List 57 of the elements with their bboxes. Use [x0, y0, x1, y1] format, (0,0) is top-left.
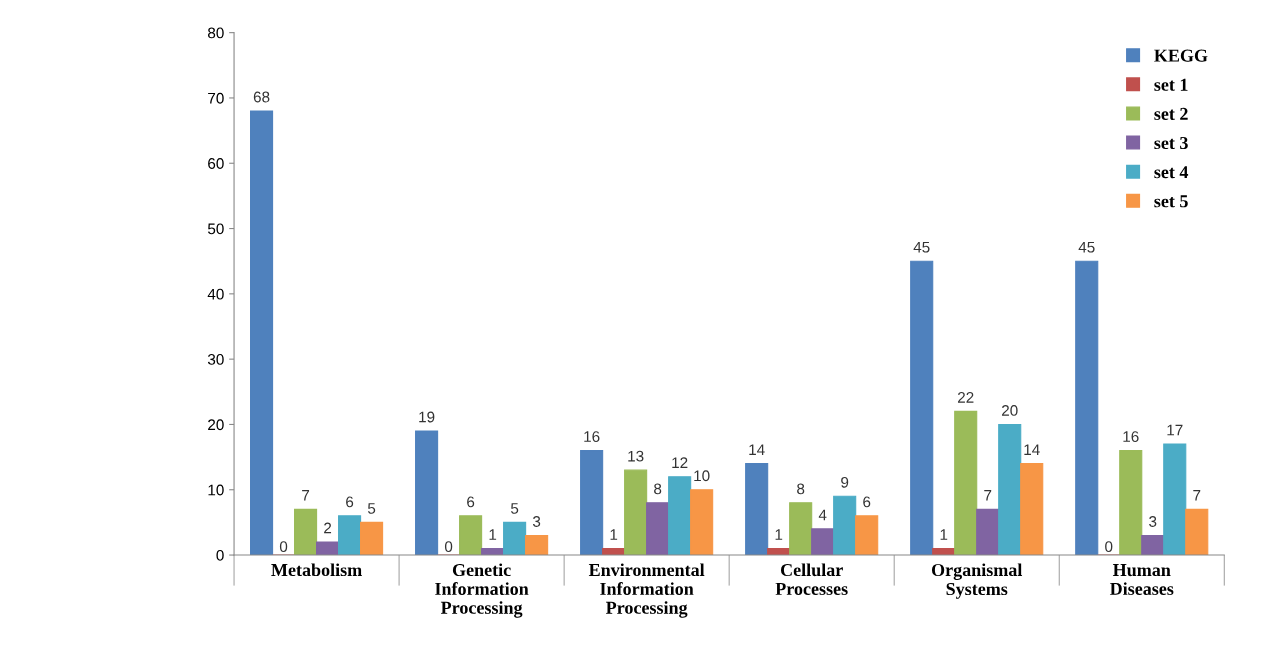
y-tick-label: 30 — [207, 354, 224, 365]
data-label: 20 — [1002, 405, 1018, 416]
data-label: 10 — [694, 470, 710, 482]
data-label: 0 — [444, 541, 453, 553]
data-label: 0 — [279, 541, 288, 553]
data-label: 16 — [584, 431, 600, 442]
data-label: 3 — [532, 516, 541, 527]
x-tick-label: Metabolism — [271, 563, 362, 577]
y-tick-label: 10 — [208, 484, 224, 496]
data-label: 1 — [775, 529, 783, 540]
data-label: 8 — [797, 483, 805, 495]
data-label: 16 — [1123, 431, 1139, 442]
data-label: 3 — [1149, 516, 1157, 527]
data-label: 45 — [913, 241, 930, 253]
legend-label: set 2 — [1154, 107, 1188, 120]
data-label: 6 — [467, 496, 475, 508]
data-label: 8 — [654, 483, 662, 495]
legend-label: set 3 — [1154, 136, 1188, 150]
data-label: 13 — [628, 450, 644, 462]
data-label: 9 — [841, 476, 849, 488]
data-label: 7 — [984, 490, 992, 501]
y-tick-label: 40 — [207, 288, 224, 300]
legend-label: KEGG — [1154, 49, 1208, 62]
data-label: 4 — [818, 509, 827, 521]
data-label: 1 — [610, 529, 618, 540]
data-label: 1 — [940, 529, 948, 540]
y-tick-label: 50 — [207, 223, 224, 235]
data-label: 0 — [1105, 541, 1113, 553]
data-label: 17 — [1167, 424, 1183, 436]
x-tick-label: Organismal Systems — [931, 563, 1023, 599]
data-label: 5 — [367, 503, 376, 514]
legend-label: set 1 — [1154, 78, 1188, 91]
data-label: 2 — [324, 522, 332, 534]
data-label: 45 — [1078, 241, 1095, 253]
y-tick-label: 80 — [208, 27, 224, 39]
data-label: 5 — [510, 503, 519, 514]
data-label: 14 — [749, 444, 765, 455]
data-label: 1 — [489, 529, 497, 540]
x-tick-label: Cellular Processes — [775, 563, 848, 595]
data-label: 14 — [1024, 444, 1040, 455]
data-label: 6 — [863, 496, 871, 508]
x-tick-label: Genetic Information Processing — [435, 563, 529, 618]
data-label: 22 — [957, 392, 974, 403]
data-label: 19 — [419, 411, 435, 423]
legend-label: set 4 — [1154, 166, 1189, 179]
y-tick-label: 0 — [216, 549, 224, 561]
data-label: 6 — [346, 496, 354, 508]
data-label: 7 — [302, 490, 310, 501]
data-label: 68 — [253, 91, 270, 103]
data-label: 7 — [1193, 490, 1201, 501]
y-tick-label: 70 — [208, 92, 224, 104]
y-tick-label: 60 — [208, 158, 224, 169]
y-tick-label: 20 — [208, 419, 224, 431]
x-tick-label: Environmental Information Processing — [588, 563, 705, 618]
x-tick-label: Human Diseases — [1109, 564, 1174, 595]
legend-label: set 5 — [1154, 195, 1188, 208]
data-label: 12 — [672, 457, 688, 468]
